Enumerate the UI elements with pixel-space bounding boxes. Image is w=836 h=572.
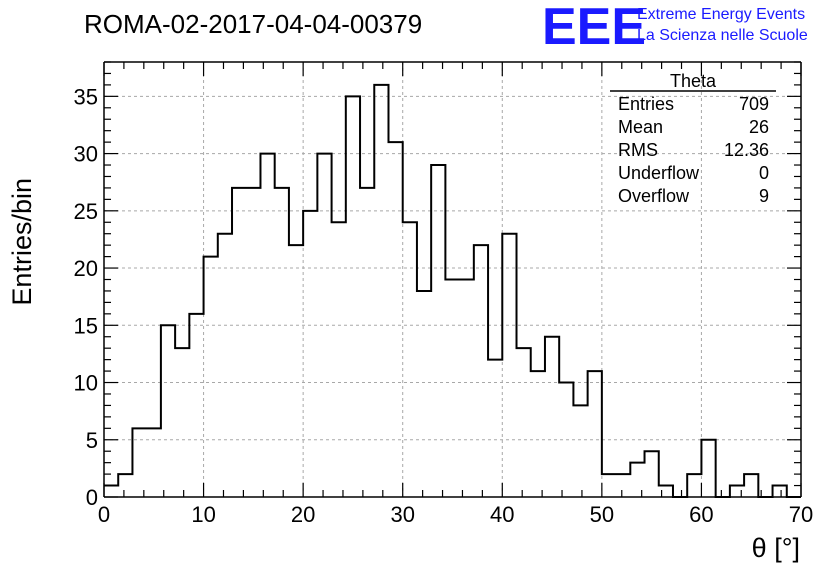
histogram-bin	[659, 486, 673, 497]
histogram-bin	[147, 428, 161, 497]
histogram-bin	[502, 234, 516, 497]
stats-row-label: Entries	[618, 94, 674, 114]
stats-row-label: Overflow	[618, 186, 690, 206]
histogram-bin	[275, 188, 289, 497]
histogram-bin	[260, 154, 274, 497]
stats-row-value: 9	[759, 186, 769, 206]
histogram-bin	[218, 234, 232, 497]
histogram-bin	[374, 85, 388, 497]
ticks	[103, 61, 802, 498]
histogram-bin	[488, 360, 502, 497]
tick-labels: 0 10 20 30 40 50 60 70 0 5 10 15 20 25 30 35	[74, 84, 814, 527]
histogram-bin	[403, 222, 417, 497]
x-tick-label: 50	[590, 502, 614, 527]
histogram-bin	[730, 486, 744, 497]
histogram-bin	[189, 314, 203, 497]
y-tick-label: 0	[86, 485, 98, 510]
histogram-bin	[517, 348, 531, 497]
x-tick-label: 0	[98, 502, 110, 527]
histogram-bin	[118, 474, 132, 497]
logo-mark: EEE	[542, 0, 646, 56]
histogram-bin	[289, 245, 303, 497]
histogram-bin	[701, 440, 715, 497]
histogram-bin	[773, 486, 787, 497]
x-tick-label: 20	[291, 502, 315, 527]
histogram-bin	[545, 337, 559, 497]
histogram-bin	[474, 245, 488, 497]
y-tick-label: 10	[74, 371, 98, 396]
stats-row-value: 709	[739, 94, 769, 114]
histogram-bin	[573, 405, 587, 497]
chart-title: ROMA-02-2017-04-04-00379	[84, 9, 422, 39]
histogram-bin	[388, 142, 402, 497]
x-tick-label: 40	[490, 502, 514, 527]
histogram-bin	[744, 474, 758, 497]
stats-row-value: 26	[749, 117, 769, 137]
x-tick-label: 70	[789, 502, 813, 527]
histogram-bin	[445, 280, 459, 498]
histogram-bin	[417, 291, 431, 497]
x-tick-label: 10	[191, 502, 215, 527]
stats-row-label: Mean	[618, 117, 663, 137]
y-tick-label: 25	[74, 199, 98, 224]
histogram-bin	[346, 96, 360, 497]
histogram-bin	[431, 165, 445, 497]
histogram-bin	[559, 383, 573, 497]
stats-box: Theta Entries 709 Mean 26 RMS 12.36 Underflow 0…	[610, 71, 776, 206]
histogram-bin	[645, 451, 659, 497]
eee-logo: EEE Extreme Energy Events La Scienza nel…	[542, 0, 808, 56]
stats-title: Theta	[670, 71, 717, 91]
histogram-bin	[602, 474, 616, 497]
histogram-bin	[303, 211, 317, 497]
histogram-bin	[104, 486, 118, 497]
y-tick-label: 20	[74, 256, 98, 281]
x-tick-label: 30	[390, 502, 414, 527]
histogram-bin	[204, 257, 218, 497]
histogram-bin	[360, 188, 374, 497]
stats-row-value: 12.36	[724, 140, 769, 160]
y-tick-label: 35	[74, 84, 98, 109]
histogram-outline	[104, 83, 801, 498]
logo-line-1: Extreme Energy Events	[637, 6, 805, 23]
stats-row-label: Underflow	[618, 163, 700, 183]
x-tick-label: 60	[689, 502, 713, 527]
histogram-bin	[531, 371, 545, 497]
histogram-bin	[246, 188, 260, 497]
histogram-bin	[161, 325, 175, 497]
y-tick-label: 15	[74, 313, 98, 338]
histogram-bin	[588, 371, 602, 497]
histogram-bin	[460, 280, 474, 498]
histogram-bin	[332, 222, 346, 497]
histogram-bin	[132, 428, 146, 497]
histogram-bin	[630, 463, 644, 497]
stats-row-value: 0	[759, 163, 769, 183]
histogram	[104, 83, 801, 498]
histogram-bin	[616, 474, 630, 497]
histogram-bin	[687, 474, 701, 497]
logo-line-2: La Scienza nelle Scuole	[637, 27, 808, 44]
y-tick-label: 5	[86, 428, 98, 453]
x-axis-label: θ [°]	[752, 533, 800, 563]
y-tick-label: 30	[74, 142, 98, 167]
y-axis-label: Entries/bin	[7, 178, 37, 306]
grid	[104, 62, 801, 497]
histogram-bin	[232, 188, 246, 497]
histogram-bin	[175, 348, 189, 497]
stats-row-label: RMS	[618, 140, 658, 160]
histogram-bin	[317, 154, 331, 497]
